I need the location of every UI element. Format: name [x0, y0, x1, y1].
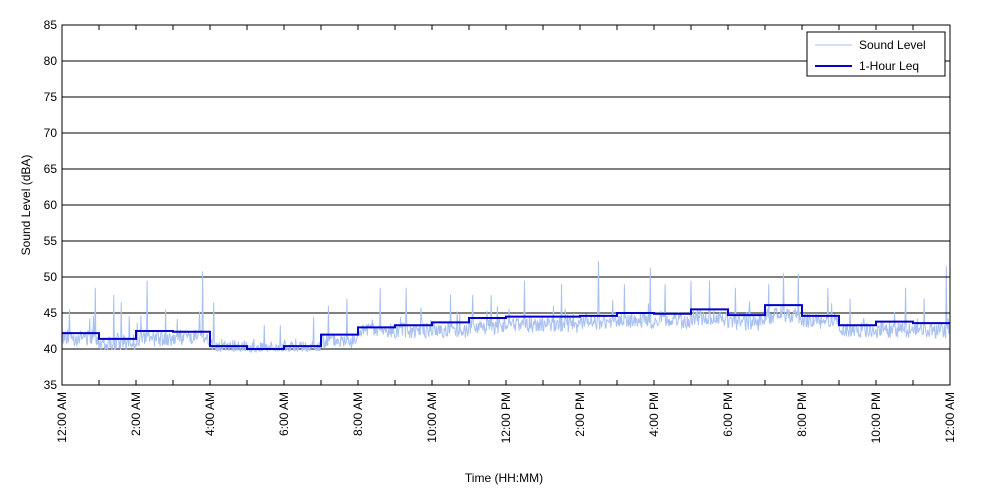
axis-ticks [61, 24, 951, 386]
x-tick-label: 10:00 AM [425, 392, 439, 443]
y-tick-label: 65 [44, 162, 58, 176]
x-tick-label: 2:00 PM [573, 392, 587, 437]
y-tick-label: 55 [44, 234, 58, 248]
y-tick-label: 40 [44, 342, 58, 356]
y-tick-label: 85 [44, 18, 58, 32]
legend-label-1-hour-leq: 1-Hour Leq [859, 59, 919, 73]
plot-series-group [61, 261, 950, 354]
legend: Sound Level 1-Hour Leq [806, 31, 946, 77]
legend-label-sound-level: Sound Level [859, 38, 926, 52]
x-tick-label: 4:00 PM [647, 392, 661, 437]
y-axis-title: Sound Level (dBA) [19, 155, 33, 256]
x-tick-label: 8:00 PM [795, 392, 809, 437]
x-axis-tick-labels: 12:00 AM 2:00 AM 4:00 AM 6:00 AM 8:00 AM 10:0… [55, 392, 957, 443]
y-tick-label: 70 [44, 126, 58, 140]
leq-step-line [62, 304, 950, 350]
x-tick-label: 4:00 AM [203, 392, 217, 436]
y-axis-tick-labels: 35 40 45 50 55 60 65 70 75 80 85 [44, 18, 58, 392]
y-tick-label: 50 [44, 270, 58, 284]
y-tick-label: 80 [44, 54, 58, 68]
x-axis-title: Time (HH:MM) [465, 471, 543, 485]
x-tick-label: 8:00 AM [351, 392, 365, 436]
x-tick-label: 6:00 PM [721, 392, 735, 437]
x-tick-label: 12:00 PM [499, 392, 513, 443]
x-tick-label: 2:00 AM [129, 392, 143, 436]
x-tick-label: 12:00 AM [55, 392, 69, 443]
x-tick-label: 12:00 AM [943, 392, 957, 443]
legend-box [806, 31, 946, 77]
y-tick-label: 35 [44, 378, 58, 392]
x-tick-label: 6:00 AM [277, 392, 291, 436]
y-tick-label: 75 [44, 90, 58, 104]
x-tick-label: 10:00 PM [869, 392, 883, 443]
y-tick-label: 45 [44, 306, 58, 320]
gridlines [62, 60, 950, 350]
y-tick-label: 60 [44, 198, 58, 212]
series-1-hour-leq [62, 304, 950, 350]
